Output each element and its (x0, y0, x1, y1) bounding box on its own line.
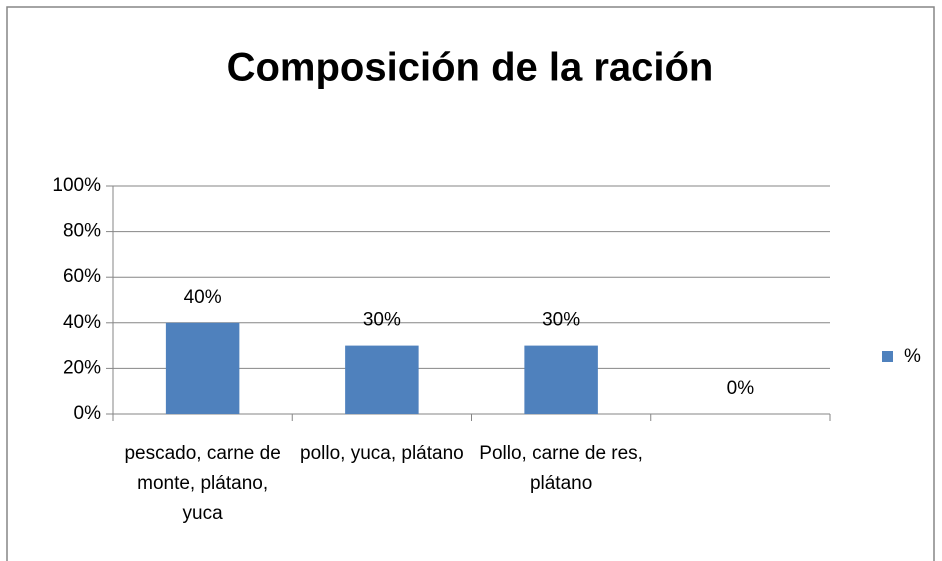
legend-label: % (904, 346, 921, 367)
y-tick-label: 60% (63, 266, 101, 287)
value-label: 40% (184, 287, 222, 308)
y-tick-label: 0% (74, 403, 102, 424)
y-tick-label: 20% (63, 357, 101, 378)
x-tick-label: pescado, carne de monte, plátano, yuca (124, 443, 281, 524)
bar (524, 345, 598, 414)
bar (165, 322, 240, 414)
y-tick-label: 40% (63, 312, 101, 333)
value-label: 30% (363, 310, 401, 331)
y-tick-label: 80% (63, 221, 101, 242)
value-label: 30% (542, 310, 580, 331)
chart-frame (6, 6, 935, 561)
chart-title: Composición de la ración (227, 46, 714, 90)
value-label: 0% (727, 378, 755, 399)
x-tick-label: Pollo, carne de res, plátano (479, 443, 643, 494)
x-tick-label: pollo, yuca, plátano (300, 443, 464, 464)
legend-swatch (882, 351, 893, 362)
y-tick-label: 100% (52, 175, 101, 196)
bar (345, 345, 419, 414)
